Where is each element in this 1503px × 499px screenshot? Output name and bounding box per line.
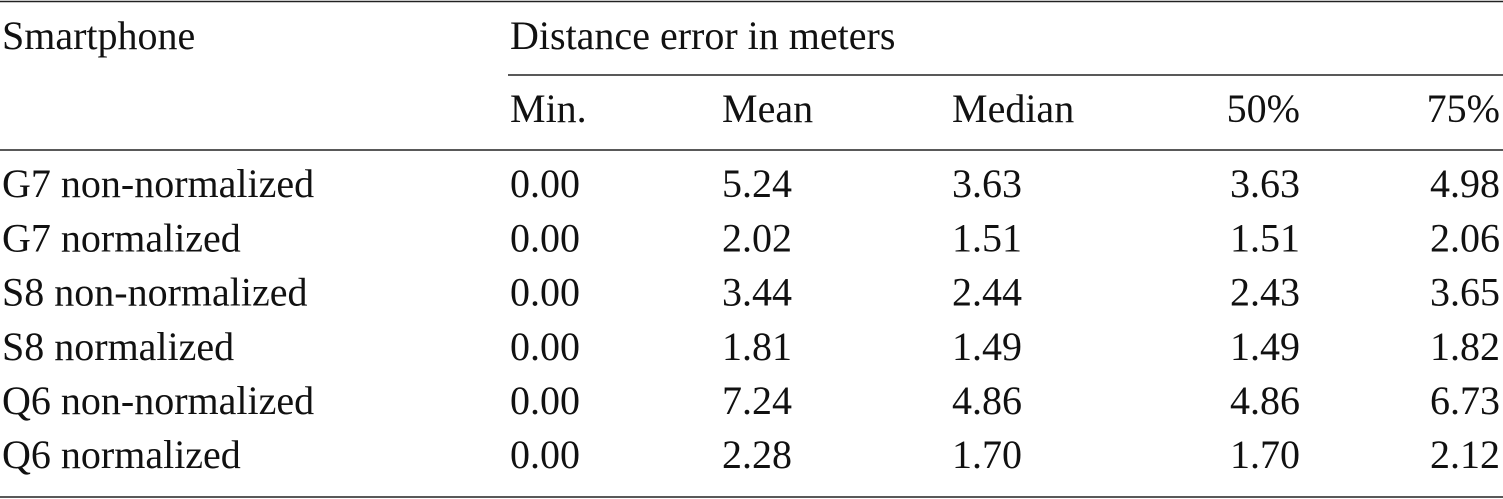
row-label: G7 non-normalized (2, 161, 314, 206)
cell: 2.28 (722, 432, 792, 477)
cell: 2.06 (1430, 215, 1500, 260)
group-header: Distance error in meters (510, 13, 895, 58)
row-label: G7 normalized (2, 215, 241, 260)
cell: 1.51 (1230, 215, 1300, 260)
cell: 6.73 (1430, 378, 1500, 423)
cell: 4.98 (1430, 161, 1500, 206)
cell: 2.43 (1230, 270, 1300, 315)
column-header: Median (952, 86, 1074, 131)
row-label: Q6 non-normalized (2, 378, 314, 423)
cell: 4.86 (952, 378, 1022, 423)
cell: 2.12 (1430, 432, 1500, 477)
column-header: Mean (722, 86, 813, 131)
cell: 0.00 (510, 378, 580, 423)
column-header: Min. (510, 86, 587, 131)
cell: 1.70 (1230, 432, 1300, 477)
row-label: S8 normalized (2, 324, 234, 369)
cell: 0.00 (510, 215, 580, 260)
cell: 0.00 (510, 161, 580, 206)
cell: 1.70 (952, 432, 1022, 477)
cell: 2.02 (722, 215, 792, 260)
cell: 4.86 (1230, 378, 1300, 423)
cell: 7.24 (722, 378, 792, 423)
column-header: 50% (1227, 86, 1300, 131)
cell: 2.44 (952, 270, 1022, 315)
cell: 1.49 (1230, 324, 1300, 369)
column-header: 75% (1427, 86, 1500, 131)
cell: 1.82 (1430, 324, 1500, 369)
cell: 0.00 (510, 432, 580, 477)
cell: 1.49 (952, 324, 1022, 369)
cell: 0.00 (510, 270, 580, 315)
header-cell: Smartphone (2, 13, 195, 58)
row-label: Q6 normalized (2, 432, 241, 477)
cell: 3.65 (1430, 270, 1500, 315)
cell: 0.00 (510, 324, 580, 369)
cell: 1.81 (722, 324, 792, 369)
cell: 3.63 (1230, 161, 1300, 206)
cell: 3.63 (952, 161, 1022, 206)
row-label: S8 non-normalized (2, 270, 308, 315)
cell: 5.24 (722, 161, 792, 206)
cell: 1.51 (952, 215, 1022, 260)
cell: 3.44 (722, 270, 792, 315)
